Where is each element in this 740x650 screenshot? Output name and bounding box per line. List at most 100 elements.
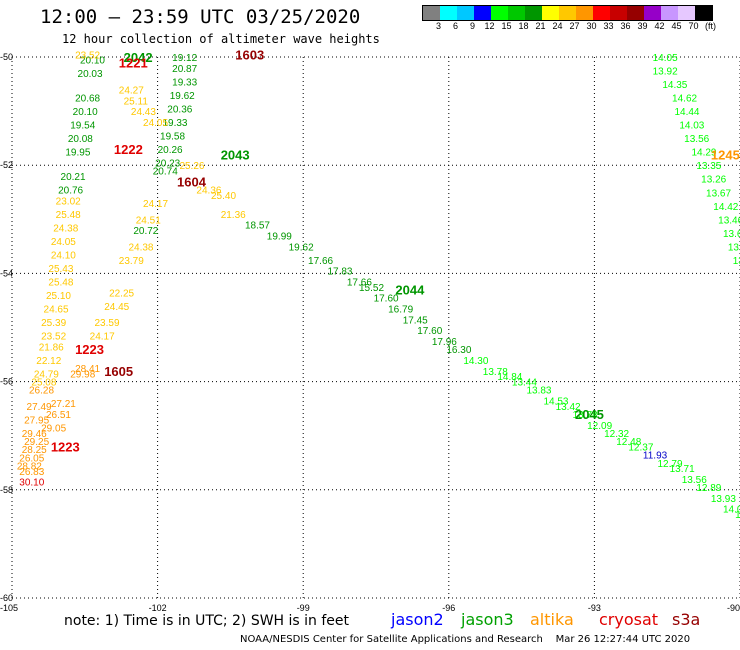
wave-height-value: 17.96 bbox=[432, 337, 457, 348]
wave-height-value: 29.25 bbox=[24, 437, 49, 448]
wave-height-value: 19.12 bbox=[172, 53, 197, 64]
colorbar-label: 15 bbox=[501, 21, 512, 31]
wave-height-value: 21.36 bbox=[221, 210, 246, 221]
wave-height-value: 13.26 bbox=[701, 175, 726, 186]
wave-height-value: 28.41 bbox=[75, 364, 100, 375]
wave-height-value: 19.62 bbox=[170, 91, 195, 102]
colorbar-label: 3 bbox=[435, 21, 441, 31]
wave-height-value: 15.52 bbox=[359, 283, 384, 294]
legend-cryosat: cryosat bbox=[599, 610, 659, 629]
wave-height-value: 25.10 bbox=[46, 291, 71, 302]
wave-height-value: 23.52 bbox=[41, 332, 66, 343]
wave-height-value: 24.36 bbox=[196, 186, 221, 197]
colorbar-label: 39 bbox=[637, 21, 648, 31]
wave-height-value: 24.79 bbox=[34, 369, 59, 380]
wave-height-value: 14.42 bbox=[713, 202, 738, 213]
wave-height-value: 20.23 bbox=[155, 158, 180, 169]
colorbar-label: 18 bbox=[518, 21, 529, 31]
map-title: 12:00 – 23:59 UTC 03/25/2020 bbox=[40, 6, 361, 28]
wave-height-value: 19.54 bbox=[70, 121, 95, 132]
wave-height-value: 13.93 bbox=[711, 494, 736, 505]
colorbar-swatch bbox=[474, 6, 491, 20]
wave-height-value: 26.05 bbox=[19, 453, 44, 464]
wave-height-value: 17.66 bbox=[347, 278, 372, 289]
pass-time-label: 2044 bbox=[395, 283, 425, 298]
wave-height-value: 14.03 bbox=[679, 121, 704, 132]
pass-time-label: 1245 bbox=[711, 147, 740, 162]
wave-height-value: 12.32 bbox=[604, 429, 629, 440]
wave-height-value: 20.72 bbox=[133, 226, 158, 237]
colorbar-swatch bbox=[542, 6, 559, 20]
pass-time-label: 1222 bbox=[114, 142, 143, 157]
pass-time-label: 2042 bbox=[124, 50, 153, 65]
pass-time-label: 1605 bbox=[104, 364, 133, 379]
pass-time-label: 2045 bbox=[575, 407, 604, 422]
legend-jason2: jason2 bbox=[391, 610, 444, 629]
wave-height-value: 13.92 bbox=[653, 67, 678, 78]
lat-label: -56 bbox=[0, 377, 13, 387]
wave-height-value: 20.36 bbox=[167, 104, 192, 115]
wave-height-value: 14.53 bbox=[543, 397, 568, 408]
wave-height-value: 12.37 bbox=[628, 443, 653, 454]
colorbar-label: 24 bbox=[552, 21, 563, 31]
wave-height-value: 24.43 bbox=[131, 107, 156, 118]
pass-time-label: 1604 bbox=[177, 174, 207, 189]
wave-height-value: 25.48 bbox=[56, 210, 81, 221]
wave-height-value: 20.10 bbox=[73, 107, 98, 118]
wave-height-value: 13.78 bbox=[483, 367, 508, 378]
wave-height-value: 30.10 bbox=[19, 478, 44, 489]
wave-height-value: 14.08 bbox=[723, 505, 740, 516]
wave-height-value: 25.40 bbox=[211, 191, 236, 202]
legend-altika: altika bbox=[530, 610, 574, 629]
colorbar-swatch bbox=[610, 6, 627, 20]
colorbar-swatch bbox=[661, 6, 678, 20]
wave-height-value: 26.28 bbox=[29, 386, 54, 397]
lon-label: -99 bbox=[297, 603, 310, 613]
wave-height-value: 20.03 bbox=[78, 69, 103, 80]
wave-height-value: 23.52 bbox=[75, 50, 100, 61]
pass-time-label: 1603 bbox=[235, 47, 264, 62]
wave-height-value: 27.49 bbox=[27, 402, 52, 413]
wave-height-value: 29.05 bbox=[41, 424, 66, 435]
wave-height-value: 25.48 bbox=[48, 278, 73, 289]
wave-height-value: 14.44 bbox=[674, 107, 699, 118]
wave-height-value: 20.74 bbox=[153, 167, 178, 178]
wave-height-value: 23.59 bbox=[95, 318, 120, 329]
colorbar-label: 30 bbox=[586, 21, 597, 31]
wave-height-value: 14.35 bbox=[662, 80, 687, 91]
lat-label: -52 bbox=[0, 160, 13, 170]
wave-height-value: 17.60 bbox=[417, 326, 442, 337]
wave-height-value: 20.68 bbox=[75, 94, 100, 105]
colorbar-label: 27 bbox=[569, 21, 580, 31]
colorbar-swatch bbox=[593, 6, 610, 20]
wave-height-value: 13.78 bbox=[573, 410, 598, 421]
map-grid bbox=[11, 56, 740, 599]
wave-height-value: 16.30 bbox=[446, 345, 471, 356]
lon-label: -105 bbox=[0, 603, 18, 613]
wave-height-value: 13.56 bbox=[682, 475, 707, 486]
colorbar-label: 70 bbox=[688, 21, 699, 31]
wave-height-value: 25.08 bbox=[31, 378, 56, 389]
wave-height-value: 20.21 bbox=[61, 172, 86, 183]
wave-height-value: 19.62 bbox=[289, 242, 314, 253]
colorbar-swatch bbox=[440, 6, 457, 20]
wave-height-value: 13.71 bbox=[670, 464, 695, 475]
wave-height-value: 14.05 bbox=[653, 53, 678, 64]
wave-height-value: 20.87 bbox=[172, 64, 197, 75]
pass-time-label: 1221 bbox=[119, 55, 148, 70]
colorbar-unit: (ft) bbox=[705, 21, 716, 31]
wave-height-value: 13.67 bbox=[706, 188, 731, 199]
wave-height-value: 27.95 bbox=[24, 415, 49, 426]
wave-height-value: 24.17 bbox=[143, 199, 168, 210]
colorbar-label: 6 bbox=[452, 21, 458, 31]
wave-height-value: 21.86 bbox=[39, 342, 64, 353]
colorbar-label: 12 bbox=[484, 21, 495, 31]
wave-height-value: 19.58 bbox=[160, 131, 185, 142]
wave-height-value: 24.45 bbox=[104, 302, 129, 313]
colorbar-label: 45 bbox=[671, 21, 682, 31]
lat-label: -58 bbox=[0, 485, 13, 495]
colorbar-swatch bbox=[525, 6, 542, 20]
wave-height-value: 25.11 bbox=[124, 96, 149, 107]
